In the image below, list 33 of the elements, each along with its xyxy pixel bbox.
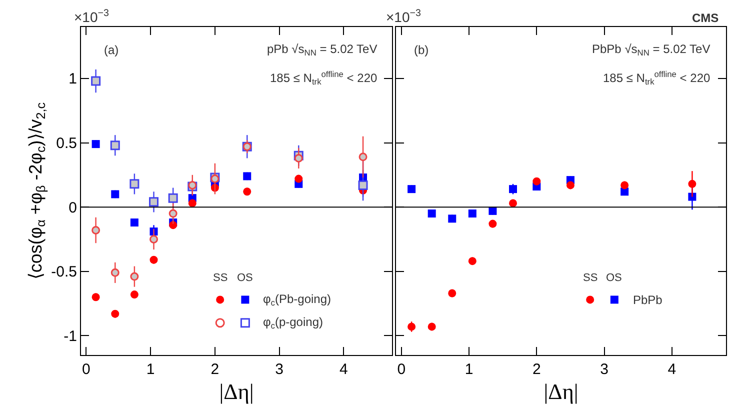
text: ×10$^{−3}$ (74, 8, 110, 25)
annotation: OS (606, 272, 622, 284)
x-tick-label: 3 (600, 361, 608, 378)
x-tick-label: 4 (340, 361, 348, 378)
y-tick-label: -0.5 (51, 264, 77, 281)
legend-label: φ$_{c}$(p-going) (263, 315, 323, 331)
x-tick-label: 3 (275, 361, 284, 378)
legend-label: PbPb (633, 293, 663, 307)
x-axis-title: |Δη| (544, 378, 578, 404)
text: ×10$^{−3}$ (386, 8, 422, 25)
annotation: (a) (104, 43, 119, 57)
legend-label: φ$_{c}$(Pb-going) (263, 292, 331, 308)
annotation: OS (237, 272, 253, 284)
y-tick-label: -1 (64, 328, 77, 345)
x-tick-label: 1 (146, 361, 155, 378)
annotation: 185 ≤ N$_{trk}$$^{offline}$ < 220 (270, 69, 378, 87)
annotation: pPb √s$_{NN}$ = 5.02 TeV (267, 42, 378, 58)
x-tick-label: 4 (668, 361, 676, 378)
annotation: 185 ≤ N$_{trk}$$^{offline}$ < 220 (603, 69, 710, 87)
y-tick-label: 0 (68, 199, 77, 216)
text: CMS (692, 11, 719, 25)
y-tick-label: 1 (68, 70, 77, 88)
y-tick-label: 0.5 (56, 135, 77, 152)
annotation: PbPb √s$_{NN}$ = 5.02 TeV (592, 42, 710, 58)
x-tick-label: 0 (82, 361, 90, 378)
x-axis-title: |Δη| (219, 378, 254, 404)
annotation: SS (583, 272, 598, 284)
annotation: SS (213, 272, 228, 284)
x-tick-label: 2 (532, 361, 541, 378)
annotation: (b) (414, 43, 429, 57)
x-tick-label: 1 (464, 361, 474, 378)
x-tick-label: 0 (397, 361, 406, 378)
x-tick-label: 2 (210, 361, 220, 378)
